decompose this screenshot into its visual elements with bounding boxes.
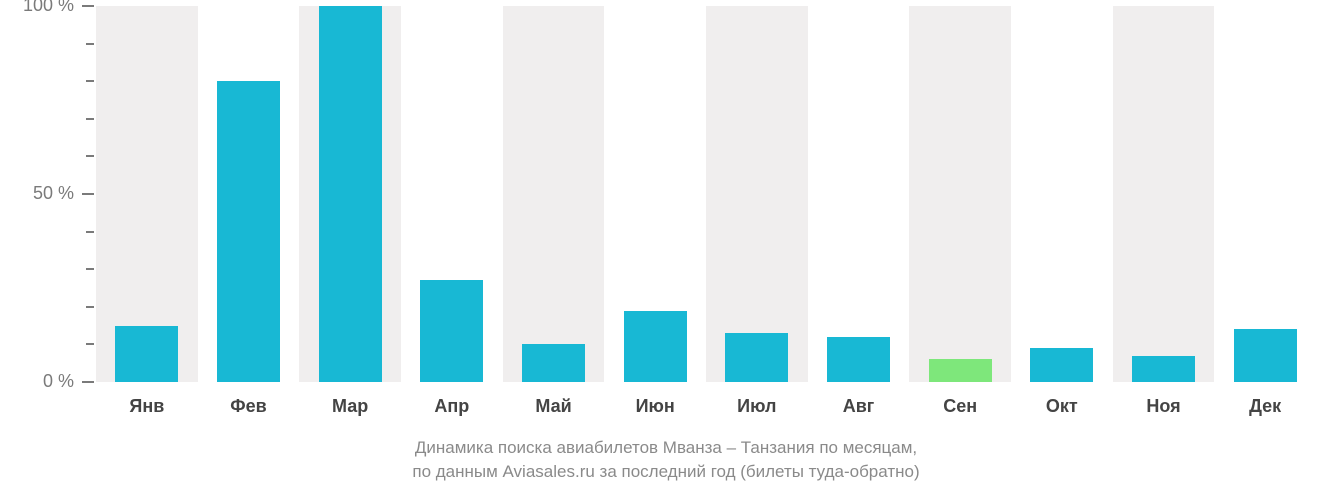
monthly-search-chart: 0 % 50 % 100 % Янв Фев Мар Апр Май Июн Июл Авг Сен… bbox=[0, 0, 1332, 502]
bar bbox=[1030, 348, 1093, 382]
plot-band bbox=[706, 6, 808, 382]
x-label: Авг bbox=[843, 396, 875, 417]
plot-band bbox=[503, 6, 605, 382]
x-label: Апр bbox=[434, 396, 469, 417]
x-label: Дек bbox=[1249, 396, 1281, 417]
y-minor-tick bbox=[86, 231, 94, 233]
bar bbox=[1132, 356, 1195, 382]
y-major-tick bbox=[82, 381, 94, 383]
plot-band bbox=[1113, 6, 1215, 382]
y-minor-tick bbox=[86, 343, 94, 345]
bar bbox=[217, 81, 280, 382]
bar bbox=[624, 311, 687, 382]
bar bbox=[319, 6, 382, 382]
x-label: Июл bbox=[737, 396, 776, 417]
y-major-tick bbox=[82, 193, 94, 195]
y-minor-tick bbox=[86, 155, 94, 157]
x-label: Янв bbox=[129, 396, 164, 417]
bar bbox=[827, 337, 890, 382]
y-tick-label: 50 % bbox=[0, 183, 74, 204]
plot-band bbox=[1214, 6, 1316, 382]
y-minor-tick bbox=[86, 118, 94, 120]
y-major-tick bbox=[82, 5, 94, 7]
plot-band bbox=[1011, 6, 1113, 382]
bar bbox=[522, 344, 585, 382]
bar bbox=[115, 326, 178, 382]
y-minor-tick bbox=[86, 80, 94, 82]
x-label: Ноя bbox=[1146, 396, 1180, 417]
x-label: Сен bbox=[943, 396, 977, 417]
plot-band bbox=[909, 6, 1011, 382]
chart-caption-line1: Динамика поиска авиабилетов Мванза – Тан… bbox=[0, 438, 1332, 458]
x-label: Окт bbox=[1046, 396, 1078, 417]
bar bbox=[420, 280, 483, 382]
y-minor-tick bbox=[86, 43, 94, 45]
y-tick-label: 0 % bbox=[0, 371, 74, 392]
y-tick-label: 100 % bbox=[0, 0, 74, 16]
y-minor-tick bbox=[86, 268, 94, 270]
bar bbox=[725, 333, 788, 382]
plot-band bbox=[808, 6, 910, 382]
chart-caption-line2: по данным Aviasales.ru за последний год … bbox=[0, 462, 1332, 482]
x-label: Фев bbox=[230, 396, 266, 417]
x-label: Мар bbox=[332, 396, 368, 417]
x-label: Май bbox=[535, 396, 571, 417]
y-minor-tick bbox=[86, 306, 94, 308]
bar bbox=[1234, 329, 1297, 382]
bar bbox=[929, 359, 992, 382]
x-label: Июн bbox=[636, 396, 675, 417]
